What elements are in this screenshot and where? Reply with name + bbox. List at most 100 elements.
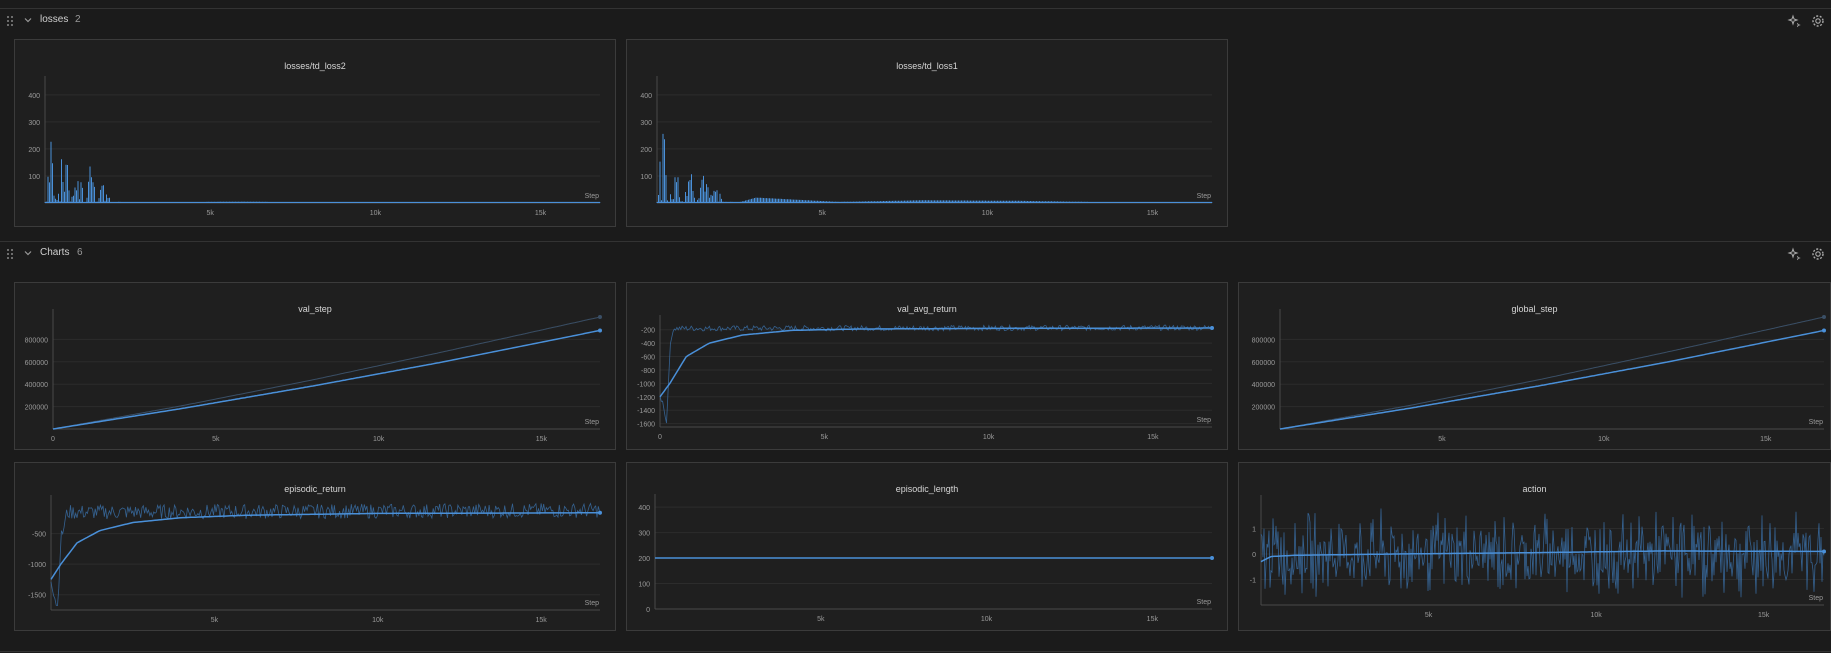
chart-panel-action[interactable]: action 1 0 -1 5k 10k 15k Step xyxy=(1238,462,1831,631)
y-tick-label: -1200 xyxy=(637,395,655,402)
y-tick-label: 600000 xyxy=(1252,360,1275,367)
y-tick-label: 100 xyxy=(28,174,40,181)
y-tick-label: 200 xyxy=(28,147,40,154)
y-tick-label: 300 xyxy=(640,120,652,127)
section-divider xyxy=(0,241,1831,242)
x-tick-label: 5k xyxy=(821,434,829,441)
series-faint-line xyxy=(52,316,600,430)
y-tick-label: 400000 xyxy=(1252,382,1275,389)
chart-episodic-length[interactable]: 0 100 200 300 400 5k 10k 15k Step xyxy=(627,463,1229,632)
x-tick-label: 5k xyxy=(817,616,825,623)
section-header-losses[interactable]: losses 2 xyxy=(0,6,1831,36)
series-line xyxy=(1279,329,1825,430)
sparkle-icon[interactable] xyxy=(1787,247,1801,261)
y-tick-label: -1500 xyxy=(28,593,46,600)
chart-title: episodic_length xyxy=(895,484,959,494)
sparkle-icon[interactable] xyxy=(1787,14,1801,28)
y-tick-label: -400 xyxy=(641,341,655,348)
x-axis-label: Step xyxy=(585,419,600,426)
y-tick-label: 200000 xyxy=(1252,405,1275,412)
x-tick-label: 10k xyxy=(372,617,384,624)
series-line xyxy=(656,133,1213,203)
y-tick-label: -1 xyxy=(1250,578,1256,585)
y-tick-label: 0 xyxy=(646,607,650,614)
chart-action[interactable]: 1 0 -1 5k 10k 15k Step xyxy=(1239,463,1831,632)
x-tick-label: 5k xyxy=(1438,436,1446,443)
x-tick-label: 10k xyxy=(1590,612,1602,619)
y-tick-label: 200 xyxy=(640,147,652,154)
series-raw-line xyxy=(1260,508,1825,598)
series-end-point xyxy=(598,328,602,333)
chart-panel-td-loss1[interactable]: losses/td_loss1 100 200 300 400 5k 10k 15k Step xyxy=(626,39,1228,227)
y-tick-label: -1400 xyxy=(637,408,655,415)
x-tick-label: 5k xyxy=(1425,612,1433,619)
section-count: 6 xyxy=(77,247,83,258)
x-axis-label: Step xyxy=(1197,193,1212,200)
x-axis-label: Step xyxy=(1809,595,1824,602)
chart-title: losses/td_loss1 xyxy=(896,61,958,71)
y-tick-label: 0 xyxy=(1252,552,1256,559)
top-divider xyxy=(0,8,1831,9)
section-header-charts[interactable]: Charts 6 xyxy=(0,239,1831,269)
x-tick-label: 0 xyxy=(51,436,55,443)
chart-title: val_step xyxy=(298,304,332,314)
y-tick-label: 400 xyxy=(638,505,650,512)
y-tick-label: 200 xyxy=(638,556,650,563)
chart-title: action xyxy=(1522,484,1547,494)
drag-handle-icon[interactable] xyxy=(6,248,16,260)
series-end-point xyxy=(1822,328,1826,333)
y-tick-label: 300 xyxy=(28,120,40,127)
series-line xyxy=(1260,550,1823,563)
y-tick-label: 400 xyxy=(640,93,652,100)
gear-icon[interactable] xyxy=(1811,247,1825,261)
chart-panel-val-avg-return[interactable]: val_avg_return -200 -400 -600 -800 -1000 -120… xyxy=(626,282,1228,450)
x-tick-label: 15k xyxy=(1760,436,1772,443)
x-tick-label: 15k xyxy=(1147,434,1159,441)
chart-title: episodic_return xyxy=(284,484,346,494)
chart-panel-global-step[interactable]: global_step 200000 400000 600000 800000 5k 10… xyxy=(1238,282,1831,450)
y-tick-label: 300 xyxy=(638,531,650,538)
x-tick-label: 15k xyxy=(536,436,548,443)
x-axis-label: Step xyxy=(1809,419,1824,426)
chart-td-loss2[interactable]: 100 200 300 400 5k 10k 15k Step xyxy=(15,40,617,228)
x-tick-label: 15k xyxy=(535,210,547,217)
gear-icon[interactable] xyxy=(1811,14,1825,28)
y-tick-label: -1000 xyxy=(637,381,655,388)
x-axis-label: Step xyxy=(1197,417,1212,424)
bottom-divider xyxy=(0,651,1831,652)
x-tick-label: 5k xyxy=(818,210,826,217)
y-tick-label: 400 xyxy=(28,93,40,100)
y-tick-label: 200000 xyxy=(25,405,48,412)
chart-panel-val-step[interactable]: val_step 200000 400000 600000 800000 0 5k 10k 1… xyxy=(14,282,616,450)
series-line xyxy=(52,329,600,430)
chart-title: val_avg_return xyxy=(897,304,957,314)
chart-val-step[interactable]: 200000 400000 600000 800000 0 5k 10k 15k Step xyxy=(15,283,617,451)
x-tick-label: 10k xyxy=(1598,436,1610,443)
series-end-point xyxy=(1210,326,1214,331)
section-count: 2 xyxy=(75,14,81,25)
chart-panel-episodic-return[interactable]: episodic_return -500 -1000 -1500 5k 10k 15k St… xyxy=(14,462,616,631)
series-raw-line xyxy=(50,502,600,606)
y-tick-label: -1600 xyxy=(637,422,655,429)
chart-panel-episodic-length[interactable]: episodic_length 0 100 200 300 400 5k 10k 15k Ste… xyxy=(626,462,1228,631)
chevron-down-icon[interactable] xyxy=(23,248,33,258)
x-tick-label: 10k xyxy=(982,210,994,217)
y-tick-label: 600000 xyxy=(25,360,48,367)
x-axis-label: Step xyxy=(585,193,600,200)
x-axis-label: Step xyxy=(585,600,600,607)
y-tick-label: -200 xyxy=(641,328,655,335)
drag-handle-icon[interactable] xyxy=(6,15,16,27)
chart-episodic-return[interactable]: -500 -1000 -1500 5k 10k 15k Step xyxy=(15,463,617,632)
x-tick-label: 10k xyxy=(983,434,995,441)
chart-td-loss1[interactable]: 100 200 300 400 5k 10k 15k Step xyxy=(627,40,1229,228)
x-axis-label: Step xyxy=(1197,599,1212,606)
x-tick-label: 15k xyxy=(536,617,548,624)
chart-panel-td-loss2[interactable]: losses/td_loss2 100 200 300 400 5k 10k 15k Step xyxy=(14,39,616,227)
chart-global-step[interactable]: 200000 400000 600000 800000 5k 10k 15k Step xyxy=(1239,283,1831,451)
series-line xyxy=(50,512,599,580)
y-tick-label: -800 xyxy=(641,368,655,375)
chevron-down-icon[interactable] xyxy=(23,15,33,25)
x-tick-label: 5k xyxy=(212,436,220,443)
x-tick-label: 15k xyxy=(1147,210,1159,217)
